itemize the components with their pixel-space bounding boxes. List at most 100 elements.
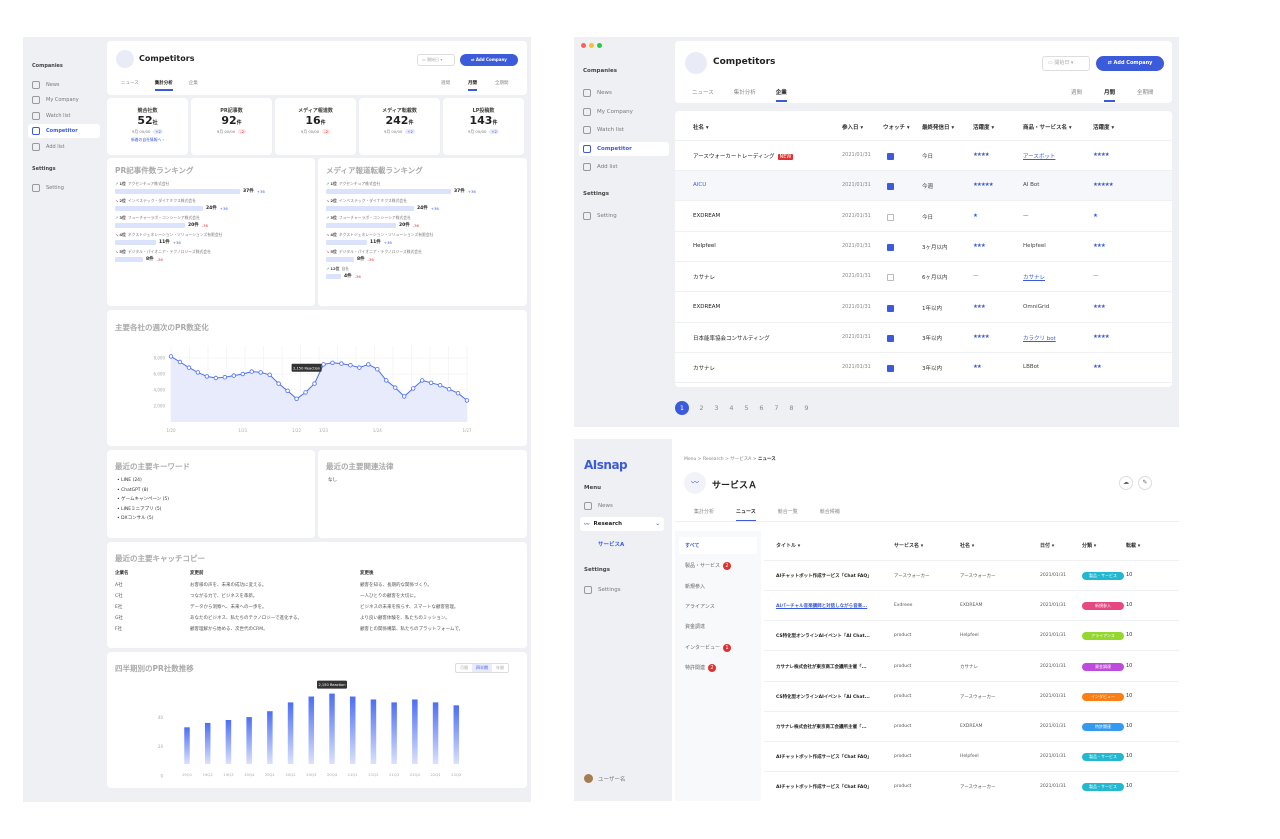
page-3[interactable]: 3	[714, 404, 719, 412]
tab-analytics[interactable]: 集計分析	[733, 90, 756, 96]
sidebar-item-add-list[interactable]: Add list	[32, 140, 65, 154]
tab-all[interactable]: 全期間	[495, 81, 509, 86]
page-8[interactable]: 8	[789, 404, 794, 412]
minimize-dot-icon[interactable]	[589, 43, 594, 48]
service-name[interactable]: カラクリ bot	[1023, 335, 1056, 342]
table-row[interactable]: CS特化型オンラインAIイベント「AI Chat... product アースウォー…	[764, 682, 1179, 712]
watch-checkbox[interactable]	[887, 243, 894, 251]
sidebar-item-setting[interactable]: Setting	[583, 209, 617, 223]
tab-monthly[interactable]: 月間	[468, 80, 477, 91]
table-row[interactable]: CS特化型オンラインAIイベント「AI Chat... product Helpfe…	[764, 621, 1179, 652]
page-2[interactable]: 2	[699, 404, 704, 412]
edit-icon[interactable]: ✎	[1138, 476, 1152, 490]
column-header[interactable]: 活躍度 ▾	[973, 125, 995, 131]
table-row[interactable]: EXDREAM 2021/01/31 今日 ★ — ★	[675, 202, 1172, 232]
sidebar-item-news[interactable]: News	[32, 78, 60, 92]
category-item[interactable]: 特許関連 2	[679, 659, 757, 677]
table-row[interactable]: カサナレ株式会社が東京商工会議所主催「... product カサナレ 2021/01…	[764, 652, 1179, 682]
table-row[interactable]: Helpfeel 2021/01/31 3ヶ月以内 ★★★ Helpfeel ★★★	[675, 232, 1172, 262]
cloud-icon[interactable]: ☁	[1119, 476, 1133, 490]
column-header[interactable]: 分類 ▾	[1082, 543, 1097, 549]
tab-3[interactable]: 競合候補	[819, 509, 840, 515]
category-item[interactable]: インタービュー 1	[679, 639, 757, 657]
column-header[interactable]: タイトル ▾	[776, 543, 801, 549]
tab-1[interactable]: ニュース	[736, 508, 756, 522]
column-header[interactable]: サービス名 ▾	[894, 543, 924, 549]
sidebar-item-settings[interactable]: Settings	[584, 586, 621, 594]
table-row[interactable]: AIチャットボット作成サービス「Chat FAQ」 アースウォーカー アースウォーカ…	[764, 561, 1179, 591]
add-company-button[interactable]: ⇄ Add Company	[460, 54, 518, 66]
table-row[interactable]: カサナレ 2021/01/31 3年以内 ★★ LBBot ★★	[675, 353, 1172, 384]
tab-news[interactable]: ニュース	[692, 90, 714, 96]
tab-2[interactable]: 競合一覧	[777, 509, 798, 515]
tab-analytics[interactable]: 集計分析	[154, 80, 173, 91]
sidebar-item-my-company[interactable]: My Company	[32, 93, 79, 107]
tab-news[interactable]: ニュース	[121, 81, 139, 86]
table-row[interactable]: カサナレ 2021/01/31 6ヶ月以内 — カサナレ —	[675, 262, 1172, 293]
table-row[interactable]: 日本能率協会コンサルティング 2021/01/31 3年以内 ★★★★ カラクリ bot…	[675, 323, 1172, 353]
category-item[interactable]: 製品・サービス 2	[679, 557, 757, 575]
sidebar-item-add-list[interactable]: Add list	[583, 160, 617, 174]
watch-checkbox[interactable]	[887, 334, 894, 342]
service-name[interactable]: アースボット	[1023, 154, 1056, 160]
table-row[interactable]: AIチャットボット作成サービス「Chat FAQ」 product Helpfeel…	[764, 742, 1179, 773]
watch-checkbox[interactable]	[887, 153, 894, 160]
watch-checkbox[interactable]	[887, 183, 894, 191]
sidebar-item-watch-list[interactable]: Watch list	[32, 109, 71, 123]
stat-link[interactable]: 新着の自社情報へ ›	[130, 137, 165, 142]
tab-weekly[interactable]: 週間	[1071, 90, 1083, 96]
toggle-yearly[interactable]: 年間	[496, 665, 504, 670]
column-header[interactable]: ウォッチ ▾	[883, 125, 910, 131]
date-picker[interactable]: ▭ 開始日 ▾	[1042, 56, 1090, 71]
user-menu[interactable]: ユーザー名	[584, 774, 625, 783]
tab-monthly[interactable]: 月間	[1104, 88, 1116, 102]
add-company-button[interactable]: ⇄ Add Company	[1096, 56, 1164, 71]
sidebar-item-news[interactable]: News	[583, 86, 612, 100]
column-header[interactable]: 商品・サービス名 ▾	[1023, 125, 1072, 131]
watch-checkbox[interactable]	[887, 304, 894, 312]
category-item[interactable]: アライアンス	[679, 598, 757, 615]
service-name[interactable]: カサナレ	[1023, 275, 1046, 282]
sidebar-item-research[interactable]: 〰 Research ⌄	[580, 517, 664, 531]
tab-companies[interactable]: 企業	[775, 88, 787, 102]
category-item[interactable]: すべて	[679, 537, 757, 554]
page-7[interactable]: 7	[774, 404, 779, 412]
table-row[interactable]: AICU 2021/01/31 今週 ★★★★★ AI Bot ★★★★★	[675, 171, 1172, 202]
sidebar-item-news[interactable]: News	[584, 502, 613, 510]
toggle-monthly[interactable]: 月間	[460, 665, 468, 670]
table-row[interactable]: カサナレ株式会社が東京商工会議所主催「... product EXDREAM 2021…	[764, 712, 1179, 742]
watch-checkbox[interactable]	[887, 213, 894, 221]
page-6[interactable]: 6	[759, 404, 764, 412]
table-row[interactable]: アースウォーカートレーディング NEW 2021/01/31 今日 ★★★★ アースボット…	[675, 141, 1172, 171]
column-header[interactable]: 社名 ▾	[693, 125, 709, 131]
page-5[interactable]: 5	[744, 404, 749, 412]
tab-weekly[interactable]: 週間	[441, 81, 450, 86]
chevron-down-icon[interactable]: ⌄	[655, 521, 660, 527]
toggle-quarterly[interactable]: 四半期	[472, 664, 492, 672]
watch-checkbox[interactable]	[887, 274, 894, 282]
company-name[interactable]: AICU	[693, 182, 706, 188]
watch-checkbox[interactable]	[887, 365, 894, 373]
page-1[interactable]: 1	[675, 401, 689, 415]
table-row[interactable]: AIパーチャル音楽講師と対話しながら音楽... Exdreee EXDREAM 202…	[764, 591, 1179, 622]
close-dot-icon[interactable]	[581, 43, 586, 48]
tab-0[interactable]: 集計分析	[694, 509, 715, 515]
sidebar-item-my-company[interactable]: My Company	[583, 105, 633, 119]
sidebar-subitem-service-a[interactable]: サービスA	[598, 542, 625, 548]
column-header[interactable]: 転載 ▾	[1126, 543, 1141, 549]
news-title[interactable]: AIパーチャル音楽講師と対話しながら音楽...	[776, 604, 868, 610]
category-item[interactable]: 新規参入	[679, 578, 757, 595]
column-header[interactable]: 社名 ▾	[960, 543, 975, 549]
column-header[interactable]: 活躍度 ▾	[1093, 125, 1115, 131]
table-row[interactable]: AIチャットボット作成サービス「Chat FAQ」 product アースウォーカー…	[764, 772, 1179, 801]
page-4[interactable]: 4	[729, 404, 734, 412]
sidebar-item-watch-list[interactable]: Watch list	[583, 123, 624, 137]
maximize-dot-icon[interactable]	[597, 43, 602, 48]
column-header[interactable]: 日付 ▾	[1040, 543, 1055, 549]
sidebar-item-setting[interactable]: Setting	[32, 181, 64, 195]
category-item[interactable]: 資金調達	[679, 618, 757, 635]
tab-all[interactable]: 全期間	[1137, 90, 1154, 96]
column-header[interactable]: 最終発信日 ▾	[922, 125, 955, 131]
date-picker[interactable]: ▭ 開始日 ▾	[417, 54, 455, 66]
breadcrumb-item[interactable]: サービスA	[730, 457, 752, 462]
